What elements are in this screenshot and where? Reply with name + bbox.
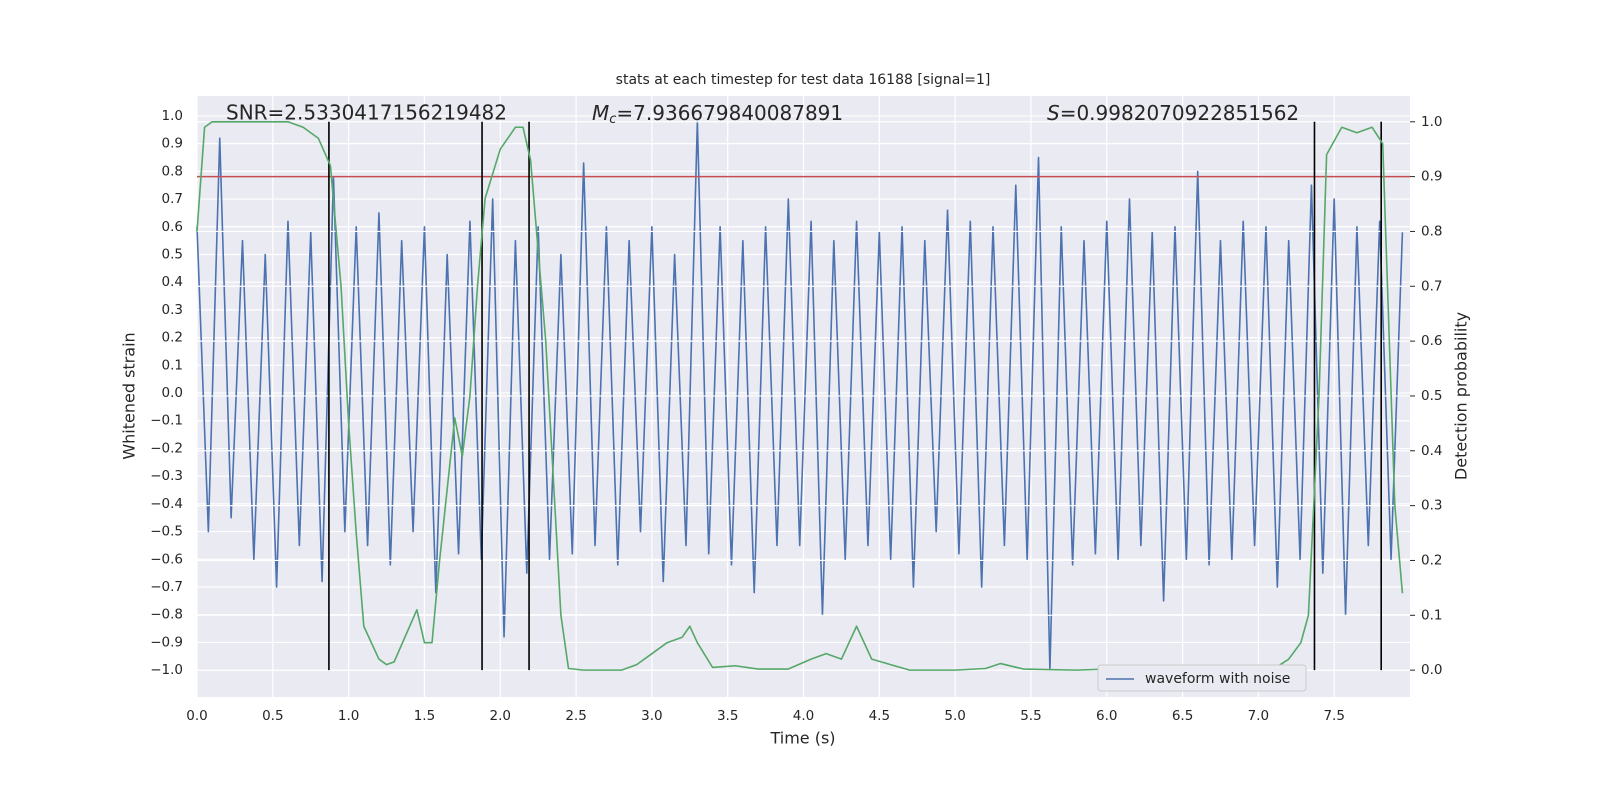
y-tick-label: −0.9 [150, 634, 183, 650]
y-tick-label: −0.7 [150, 579, 183, 595]
y2-tick-label: 0.7 [1421, 278, 1442, 294]
legend-label: waveform with noise [1145, 671, 1290, 687]
y-axis-label: Whitened strain [120, 332, 139, 459]
annotation-symbol: S [1047, 101, 1060, 125]
y-tick-label: 0.5 [162, 246, 183, 262]
marks [196, 120, 1415, 671]
y-tick-label: 0.7 [162, 191, 183, 207]
x-tick-label: 4.5 [869, 708, 890, 724]
annotation: Mc=7.936679840087891 [592, 101, 843, 127]
y-tick-label: −0.4 [150, 496, 183, 512]
x-tick-label: 6.0 [1096, 708, 1117, 724]
x-tick-label: 4.0 [793, 708, 814, 724]
x-tick-label: 0.5 [262, 708, 283, 724]
y2-tick-label: 0.5 [1421, 388, 1442, 404]
y-tick-label: −0.3 [150, 468, 183, 484]
x-tick-label: 1.5 [414, 708, 435, 724]
labels: 0.0 0.5 1.0 1.5 2.0 2.5 3.0 3.5 4.0 4.5 5.0 5.5 6.0 6… [150, 108, 1442, 724]
y-tick-label: 0.1 [162, 357, 183, 373]
y-tick-label: −0.5 [150, 524, 183, 540]
annotation-symbol: M [592, 101, 609, 125]
y-tick-label: 0.9 [162, 136, 183, 152]
y-tick-label: −1.0 [150, 662, 183, 678]
x-tick-label: 2.5 [565, 708, 586, 724]
legend-box [1097, 664, 1307, 692]
x-tick-label: 2.0 [490, 708, 511, 724]
x-axis-label: Time (s) [769, 729, 835, 748]
y2-tick-label: 0.1 [1421, 607, 1442, 623]
y-tick-label: 0.4 [162, 274, 183, 290]
x-tick-label: 3.5 [717, 708, 738, 724]
x-tick-label: 3.0 [641, 708, 662, 724]
x-tick-label: 6.5 [1172, 708, 1193, 724]
y-tick-label: 0.2 [162, 330, 183, 346]
x-tick-label: 0.0 [186, 708, 207, 724]
x-tick-label: 1.0 [338, 708, 359, 724]
y2-axis-label: Detection probability [1452, 312, 1471, 480]
legend: waveform with noise [1097, 664, 1307, 692]
y2-tick-label: 0.6 [1421, 333, 1442, 349]
y-tick-label: −0.6 [150, 551, 183, 567]
y2-tick-label: 0.4 [1421, 443, 1442, 459]
y2-tick-label: 0.0 [1421, 662, 1442, 678]
y-tick-label: −0.1 [150, 413, 183, 429]
y-tick-label: 0.8 [162, 163, 183, 179]
y-tick-label: 0.6 [162, 219, 183, 235]
annotation: S=0.9982070922851562 [1047, 101, 1299, 125]
y2-tick-label: 0.3 [1421, 498, 1442, 514]
y-tick-label: 0.3 [162, 302, 183, 318]
annotation-text: =0.9982070922851562 [1060, 101, 1299, 125]
x-tick-label: 7.5 [1323, 708, 1344, 724]
y-tick-label: 1.0 [162, 108, 183, 124]
y-tick-label: −0.8 [150, 607, 183, 623]
y2-tick-label: 1.0 [1421, 114, 1442, 130]
y2-tick-label: 0.2 [1421, 552, 1442, 568]
y2-tick-label: 0.8 [1421, 223, 1442, 239]
data-line [196, 120, 1404, 671]
chart-title: stats at each timestep for test data 161… [616, 72, 991, 88]
annotation-text: =7.936679840087891 [616, 101, 843, 125]
x-tick-label: 5.0 [944, 708, 965, 724]
y-tick-label: 0.0 [162, 385, 183, 401]
annotation-subscript: c [609, 112, 616, 127]
y2-tick-label: 0.9 [1421, 169, 1442, 185]
x-tick-label: 7.0 [1248, 708, 1269, 724]
y-tick-label: −0.2 [150, 440, 183, 456]
x-tick-label: 5.5 [1020, 708, 1041, 724]
annotation: SNR=2.5330417156219482 [226, 101, 507, 125]
